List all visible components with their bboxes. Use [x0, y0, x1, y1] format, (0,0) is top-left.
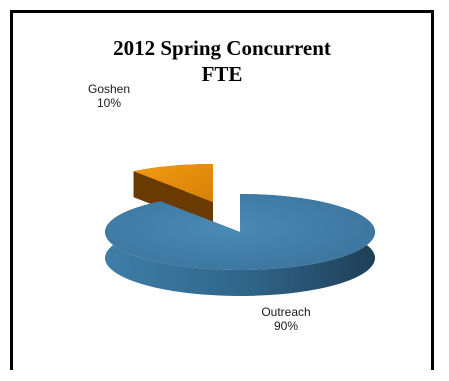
chart-frame: 2012 Spring Concurrent FTE — [10, 10, 434, 370]
slice-name-goshen: Goshen — [87, 82, 131, 96]
slice-label-outreach: Outreach 90% — [256, 305, 316, 333]
chart-title-line-2: FTE — [201, 62, 243, 86]
chart-title-line-1: 2012 Spring Concurrent — [113, 36, 331, 60]
pie-slice-face-goshen-0 — [133, 171, 213, 228]
chart-title: 2012 Spring Concurrent FTE — [13, 35, 431, 87]
slice-label-goshen: Goshen 10% — [84, 82, 134, 110]
slice-name-outreach: Outreach — [261, 305, 311, 319]
pie-slice-outreach — [104, 194, 375, 271]
pie-slice-goshen — [133, 164, 213, 202]
slice-value-goshen: 10% — [96, 96, 122, 110]
slice-value-outreach: 90% — [273, 319, 299, 333]
